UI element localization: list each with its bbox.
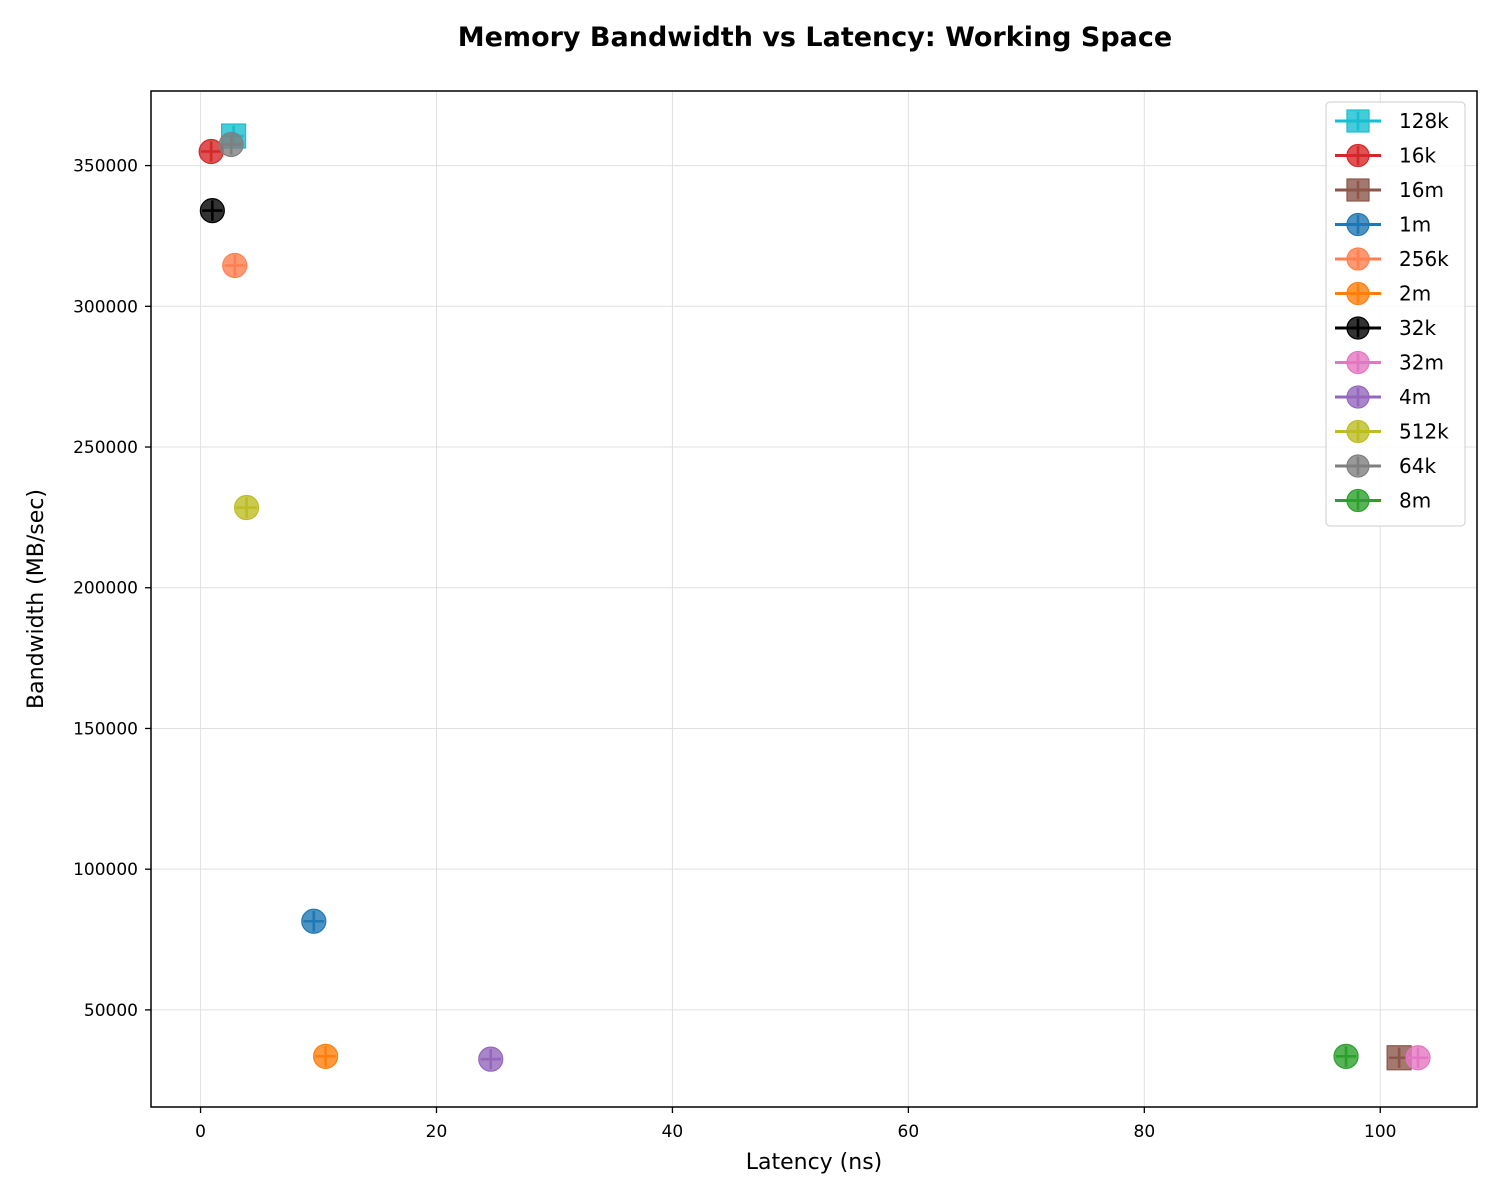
data-point-256k	[222, 252, 248, 279]
legend-label: 32m	[1399, 351, 1444, 375]
legend-label: 32k	[1399, 316, 1436, 340]
y-tick-label: 50000	[84, 1001, 138, 1021]
legend-marker	[1346, 454, 1370, 478]
legend-entry-16m: 16m	[1335, 178, 1444, 202]
legend-label: 512k	[1399, 420, 1449, 444]
y-axis-label: Bandwidth (MB/sec)	[24, 489, 49, 709]
y-tick-label: 250000	[73, 438, 138, 458]
legend-label: 256k	[1399, 247, 1449, 271]
data-point-512k	[233, 494, 260, 521]
data-point-8m	[1333, 1043, 1359, 1069]
legend-marker	[1346, 178, 1370, 202]
legend-marker	[1346, 419, 1370, 444]
x-tick-label: 0	[195, 1122, 206, 1142]
legend-marker	[1346, 109, 1370, 133]
x-tick-label: 60	[898, 1122, 920, 1142]
legend-label: 4m	[1399, 385, 1431, 409]
x-tick-label: 80	[1134, 1122, 1156, 1142]
legend-marker	[1346, 247, 1370, 271]
legend-marker	[1346, 350, 1370, 375]
legend-label: 16m	[1399, 178, 1444, 202]
legend-entry-256k: 256k	[1335, 247, 1449, 271]
legend-entry-512k: 512k	[1335, 420, 1449, 444]
legend: 128k 16k 16m 1m 256k 2m 32k 32m 4m 512k 64k 8m	[1325, 101, 1466, 527]
legend-entry-64k: 64k	[1335, 454, 1436, 478]
x-axis-label: Latency (ns)	[746, 1150, 883, 1175]
legend-marker	[1346, 212, 1370, 237]
legend-marker	[1346, 281, 1370, 306]
legend-label: 16k	[1399, 144, 1436, 168]
legend-entry-16k: 16k	[1335, 144, 1436, 168]
data-point-4m	[478, 1046, 504, 1072]
legend-entry-32k: 32k	[1335, 316, 1436, 340]
data-point-1m	[301, 908, 327, 934]
data-marks	[198, 123, 1431, 1072]
chart-title: Memory Bandwidth vs Latency: Working Spa…	[458, 22, 1172, 53]
legend-entry-8m: 8m	[1335, 489, 1431, 513]
legend-label: 64k	[1399, 454, 1436, 478]
x-tick-label: 20	[426, 1122, 448, 1142]
legend-entry-128k: 128k	[1335, 109, 1449, 133]
y-tick-label: 350000	[73, 157, 138, 177]
legend-entry-32m: 32m	[1335, 351, 1444, 375]
y-tick-label: 100000	[73, 860, 138, 880]
data-point-2m	[312, 1043, 339, 1069]
y-tick-label: 150000	[73, 719, 138, 739]
legend-entry-4m: 4m	[1335, 385, 1431, 409]
x-tick-label: 40	[662, 1122, 684, 1142]
legend-marker	[1346, 143, 1370, 168]
legend-frame	[1325, 101, 1466, 527]
legend-label: 1m	[1399, 213, 1431, 237]
y-tick-label: 200000	[73, 579, 138, 599]
legend-label: 8m	[1399, 489, 1431, 513]
legend-marker	[1346, 316, 1370, 340]
legend-label: 2m	[1399, 282, 1431, 306]
legend-marker	[1346, 385, 1370, 409]
data-point-64k	[218, 131, 244, 158]
legend-label: 128k	[1399, 109, 1449, 133]
data-point-32m	[1405, 1045, 1431, 1071]
axis-ticks: 0 20 40 60 80 100 50000 100000 150000 200000 25000…	[73, 157, 1396, 1142]
plot-area-frame	[150, 90, 1478, 1108]
data-point-32k	[199, 198, 225, 224]
y-tick-label: 300000	[73, 297, 138, 317]
legend-marker	[1346, 488, 1370, 513]
x-tick-label: 100	[1364, 1122, 1396, 1142]
legend-entry-1m: 1m	[1335, 213, 1431, 237]
legend-entry-2m: 2m	[1335, 282, 1431, 306]
